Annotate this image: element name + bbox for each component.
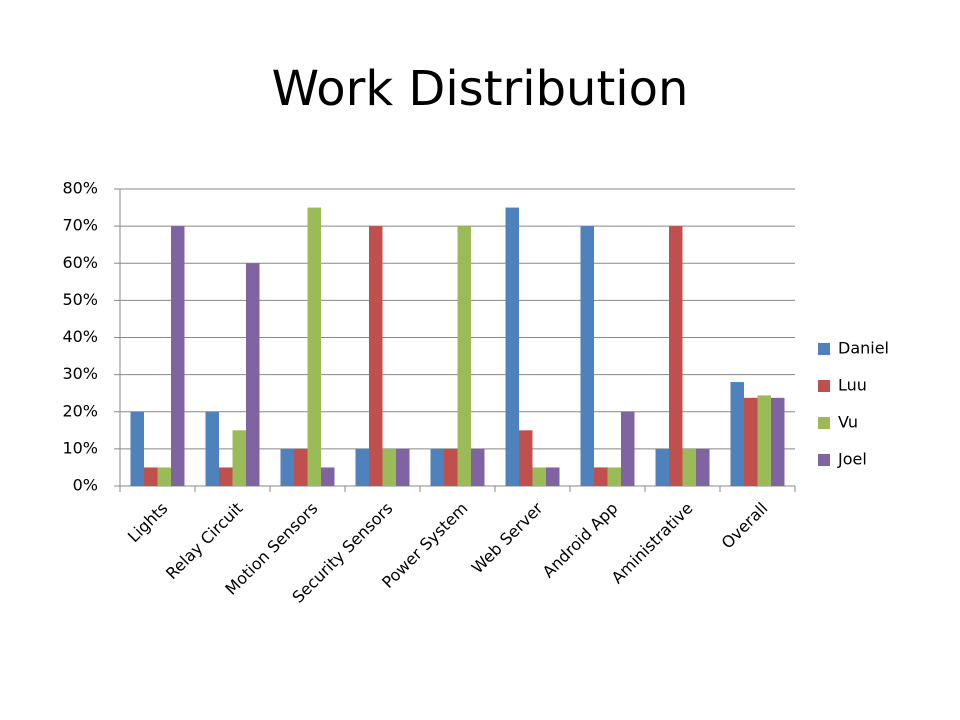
y-tick-label: 50% [62,290,98,309]
y-tick-label: 30% [62,364,98,383]
bar [246,263,260,486]
bar [505,207,519,486]
bar [280,448,294,486]
bar [382,448,396,486]
bar [696,448,710,486]
x-tick-label: Lights [124,499,172,547]
bar [444,448,458,486]
y-tick-label: 40% [62,327,98,346]
bar [519,430,533,486]
x-tick-label: Relay Circuit [162,499,247,584]
bar [669,226,683,486]
bar [205,411,219,486]
bar [744,397,758,486]
y-tick-label: 0% [73,476,98,495]
legend-swatch [818,417,830,429]
bar [396,448,410,486]
y-tick-label: 60% [62,253,98,272]
bar [594,467,608,486]
legend-label: Vu [838,413,858,432]
bar [730,382,744,486]
bar [546,467,560,486]
x-tick-label: Overall [718,499,772,553]
bar [232,430,246,486]
x-tick-label: Android App [539,499,622,582]
legend-label: Luu [838,376,867,395]
bar [171,226,185,486]
bar [355,448,369,486]
bar [130,411,144,486]
bar [607,467,621,486]
x-tick-label: Web Server [468,498,547,577]
bar [580,226,594,486]
bar [321,467,335,486]
legend-swatch [818,454,830,466]
bar [621,411,635,486]
bar [682,448,696,486]
bar [471,448,485,486]
y-tick-label: 10% [62,438,98,457]
bar [219,467,233,486]
bar [307,207,321,486]
bar [532,467,546,486]
bar [655,448,669,486]
bar [369,226,383,486]
bar [157,467,171,486]
legend-label: Daniel [838,339,889,358]
bar [144,467,158,486]
legend-swatch [818,380,830,392]
bar [757,395,771,486]
legend-label: Joel [837,450,867,469]
bar [457,226,471,486]
chart-title: Work Distribution [272,61,689,117]
y-tick-label: 70% [62,216,98,235]
bar [294,448,308,486]
bar [771,397,785,486]
y-tick-label: 80% [62,179,98,198]
bar [430,448,444,486]
legend-swatch [818,343,830,355]
y-tick-label: 20% [62,401,98,420]
